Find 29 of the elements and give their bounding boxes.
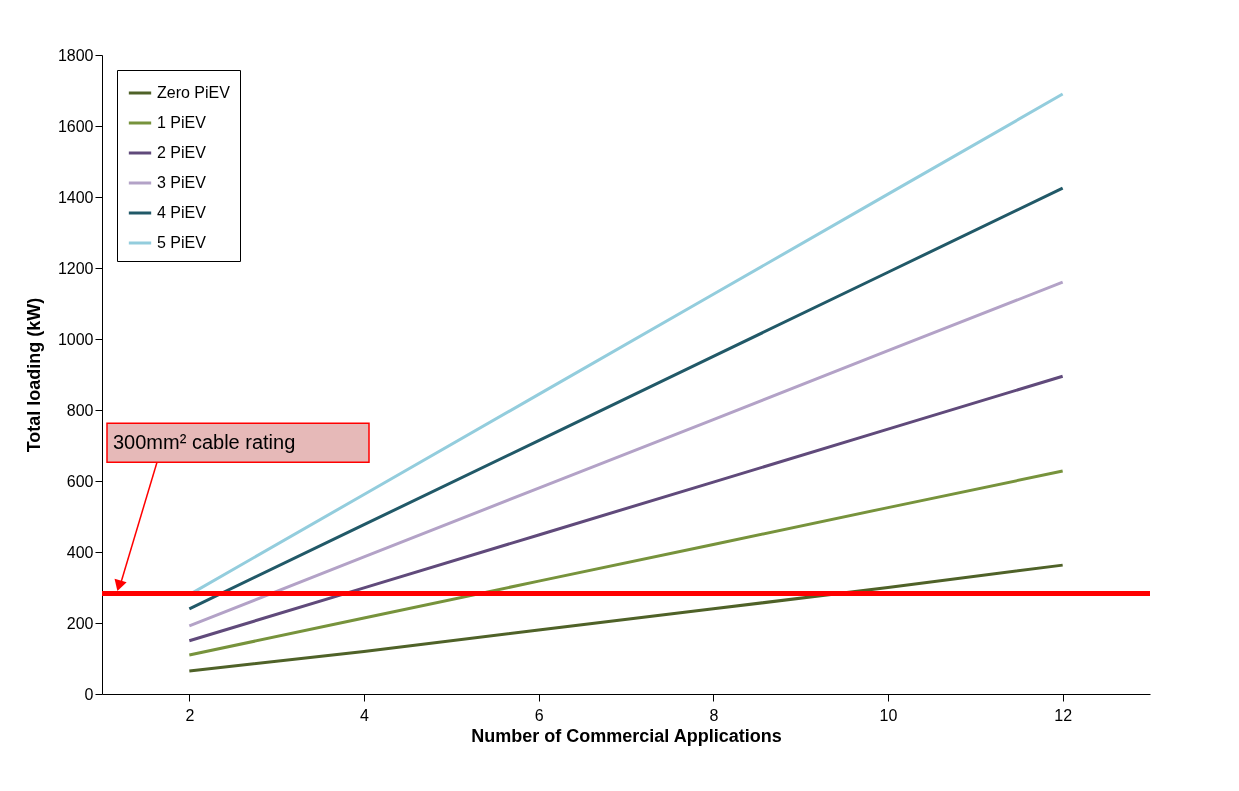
line-series	[187, 469, 1065, 657]
legend-label: 1 PiEV	[157, 114, 207, 131]
legend-label: 2 PiEV	[157, 144, 207, 161]
legend-label: 5 PiEV	[157, 234, 207, 251]
x-tick-label: 10	[879, 706, 898, 724]
x-tick-label: 6	[534, 706, 544, 724]
y-tick-label: 600	[66, 472, 94, 490]
x-axis-title: Number of Commercial Applications	[471, 725, 782, 746]
ref-line-label: 300mm² cable rating	[113, 430, 296, 453]
y-tick-label: 0	[84, 685, 94, 703]
y-tick-label: 400	[66, 543, 94, 561]
line-series	[187, 374, 1065, 643]
line-series	[187, 563, 1065, 673]
x-tick-label: 12	[1054, 706, 1073, 724]
legend-label: 4 PiEV	[157, 204, 207, 221]
y-tick-label: 200	[66, 614, 94, 632]
x-tick-label: 4	[360, 706, 370, 724]
y-tick-label: 1400	[57, 188, 94, 206]
y-axis-title: Total loading (kW)	[23, 297, 44, 453]
legend-label: 3 PiEV	[157, 174, 207, 191]
y-tick-label: 1800	[57, 46, 94, 64]
x-tick-label: 8	[709, 706, 719, 724]
y-tick-label: 1000	[57, 330, 94, 348]
x-tick-label: 2	[185, 706, 195, 724]
y-tick-label: 1200	[57, 259, 94, 277]
y-tick-label: 800	[66, 401, 94, 419]
y-tick-label: 1600	[57, 117, 94, 135]
line-series	[187, 280, 1065, 628]
legend-label: Zero PiEV	[157, 84, 231, 101]
